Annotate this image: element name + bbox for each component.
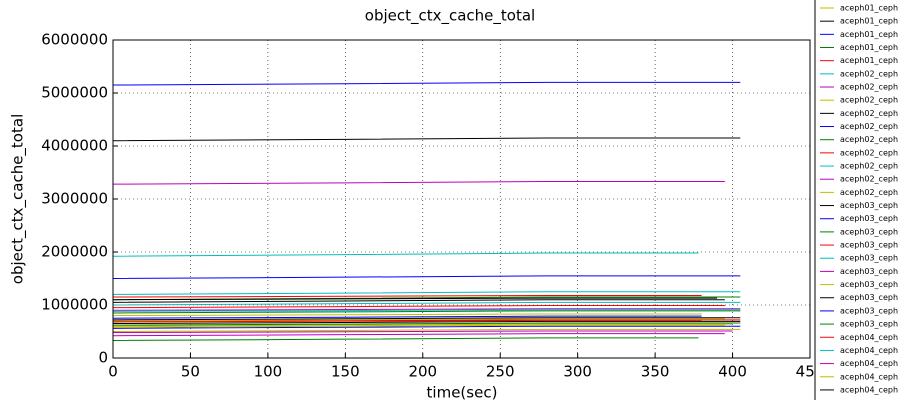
legend-label: aceph03_ceph [840, 227, 898, 236]
legend-label: aceph01_ceph [840, 17, 898, 26]
x-tick-label: 400 [718, 363, 747, 381]
legend-label: aceph02_ceph [840, 96, 898, 105]
y-tick-label: 3000000 [41, 190, 108, 208]
legend-label: aceph02_ceph [840, 162, 898, 171]
series-line [112, 328, 741, 332]
series-line [112, 275, 741, 279]
series-line [112, 137, 741, 142]
legend-label: aceph02_ceph [840, 135, 898, 144]
x-axis-label: time(sec) [427, 384, 498, 400]
series-line [112, 301, 741, 306]
series-line [112, 181, 725, 185]
series-line [112, 81, 741, 86]
y-axis-label: object_ctx_cache_total [9, 114, 28, 284]
legend-label: aceph03_ceph [840, 214, 898, 223]
x-tick-label: 150 [331, 363, 360, 381]
legend-label: aceph02_ceph [840, 122, 898, 131]
x-tick-label: 300 [563, 363, 592, 381]
series-line [112, 252, 699, 257]
legend-label: aceph03_ceph [840, 280, 898, 289]
series-line [112, 299, 725, 303]
legend-label: aceph03_ceph [840, 320, 898, 329]
series-line [112, 323, 733, 327]
series-line [112, 319, 702, 323]
series-line [112, 313, 702, 317]
legend-label: aceph03_ceph [840, 306, 898, 315]
series-line [112, 310, 741, 314]
x-tick-label: 0 [108, 363, 118, 381]
legend-label: aceph02_ceph [840, 188, 898, 197]
legend-label: aceph04_ceph [840, 359, 898, 368]
x-tick-label: 350 [641, 363, 670, 381]
series-line [112, 322, 741, 326]
series-line [112, 320, 741, 325]
legend-label: aceph04_ceph [840, 385, 898, 394]
series-line [112, 337, 699, 342]
legend-label: aceph03_ceph [840, 293, 898, 302]
series-line [112, 305, 725, 309]
x-tick-label: 100 [254, 363, 283, 381]
series-line [112, 324, 725, 328]
y-tick-label: 5000000 [41, 84, 108, 102]
legend-label: aceph01_ceph [840, 30, 898, 39]
series-line [112, 330, 733, 334]
y-tick-label: 1000000 [41, 296, 108, 314]
legend-label: aceph04_ceph [840, 346, 898, 355]
series-line [112, 297, 718, 301]
series-line [112, 318, 725, 322]
y-tick-label: 0 [98, 349, 108, 367]
series-line [112, 333, 725, 337]
legend-box [814, 0, 900, 400]
legend-label: aceph03_ceph [840, 241, 898, 250]
legend-label: aceph01_ceph [840, 4, 898, 13]
x-tick-label: 200 [408, 363, 437, 381]
legend-label: aceph02_ceph [840, 109, 898, 118]
series-line [112, 317, 741, 321]
legend-label: aceph02_ceph [840, 69, 898, 78]
y-tick-label: 6000000 [41, 31, 108, 49]
x-tick-label: 250 [486, 363, 515, 381]
legend-label: aceph01_ceph [840, 56, 898, 65]
plot-frame [112, 39, 811, 359]
x-tick-label: 50 [181, 363, 200, 381]
legend-label: aceph01_ceph [840, 43, 898, 52]
series-line [112, 315, 702, 319]
y-tick-label: 4000000 [41, 137, 108, 155]
series-line [112, 291, 741, 295]
legend-label: aceph04_ceph [840, 372, 898, 381]
chart-title: object_ctx_cache_total [365, 7, 535, 26]
legend-label: aceph03_ceph [840, 267, 898, 276]
legend-label: aceph03_ceph [840, 201, 898, 210]
series-line [112, 308, 741, 311]
legend-label: aceph03_ceph [840, 254, 898, 263]
y-tick-label: 2000000 [41, 243, 108, 261]
legend: aceph01_cephaceph01_cephaceph01_cephacep… [814, 0, 900, 400]
legend-label: aceph02_ceph [840, 83, 898, 92]
series-line [112, 294, 702, 298]
series-line [112, 325, 741, 329]
legend-label: aceph02_ceph [840, 175, 898, 184]
legend-label: aceph04_ceph [840, 333, 898, 342]
legend-label: aceph02_ceph [840, 148, 898, 157]
series-line [112, 309, 741, 312]
